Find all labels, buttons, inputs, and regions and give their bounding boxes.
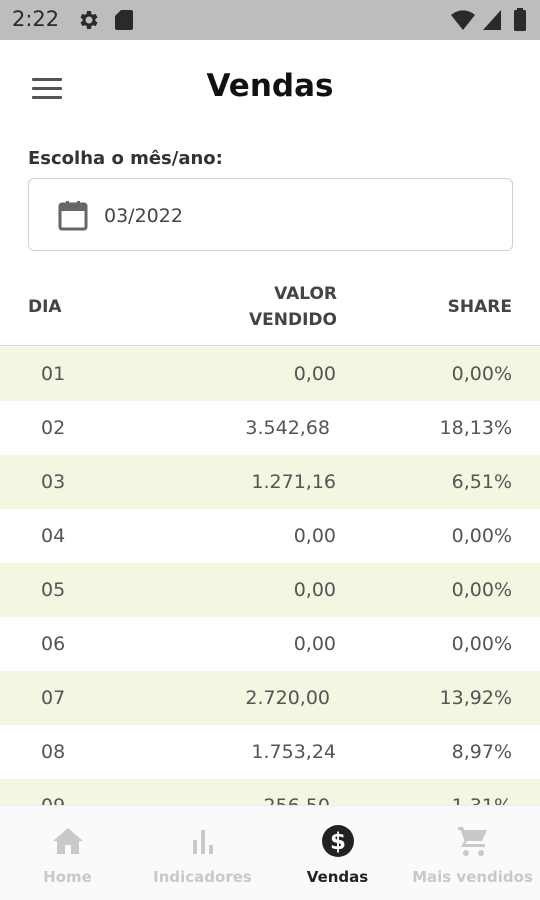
cell-share: 0,00%: [451, 633, 512, 655]
dollar-circle-icon: $: [321, 825, 354, 857]
hamburger-menu-icon[interactable]: [30, 76, 64, 102]
month-picker-label: Escolha o mês/ano:: [28, 148, 223, 169]
table-row: 09 256,50 1,31%: [0, 779, 540, 805]
cell-dia: 05: [41, 579, 66, 601]
cell-valor: 0,00: [293, 363, 336, 385]
month-year-value: 03/2022: [104, 205, 183, 227]
home-icon: [52, 828, 83, 854]
nav-vendas[interactable]: $ Vendas: [270, 806, 405, 900]
cell-dia: 09: [41, 795, 65, 805]
nav-label-indicadores: Indicadores: [153, 868, 252, 886]
nav-label-home: Home: [43, 868, 92, 886]
cell-dia: 04: [41, 525, 66, 547]
cell-share: 1,31%: [452, 795, 512, 805]
nav-mais-vendidos[interactable]: Mais vendidos: [405, 806, 540, 900]
sd-card-icon: [115, 10, 133, 30]
table-row: 02 3.542,68 18,13%: [0, 401, 540, 455]
wifi-icon: [451, 10, 475, 30]
table-row: 06 0,00 0,00%: [0, 617, 540, 671]
cell-valor: 2.720,00: [245, 687, 330, 709]
cell-valor: 256,50: [264, 795, 330, 805]
table-row: 05 0,00 0,00%: [0, 563, 540, 617]
cell-share: 8,97%: [451, 741, 512, 763]
cell-share: 13,92%: [439, 687, 512, 709]
cell-share: 0,00%: [451, 579, 512, 601]
cell-valor: 0,00: [293, 525, 336, 547]
cell-valor: 1.271,16: [251, 471, 336, 493]
bar-chart-icon: [192, 830, 213, 854]
table-header: DIA VALOR VENDIDO SHARE: [0, 270, 540, 346]
cell-valor: 0,00: [293, 579, 336, 601]
status-bar: 2:22: [0, 0, 540, 40]
column-header-dia: DIA: [28, 297, 62, 317]
cell-valor: 1.753,24: [251, 741, 336, 763]
cell-dia: 07: [41, 687, 66, 709]
bottom-navigation: Home Indicadores $ Vendas Mais vendidos: [0, 805, 540, 900]
cellular-signal-icon: [483, 10, 501, 30]
calendar-icon: [58, 201, 88, 231]
sales-table-body[interactable]: 01 0,00 0,00% 02 3.542,68 18,13% 03 1.27…: [0, 347, 540, 805]
battery-icon: [514, 8, 526, 31]
table-row: 08 1.753,24 8,97%: [0, 725, 540, 779]
shopping-cart-icon: [457, 827, 487, 856]
cell-share: 6,51%: [451, 471, 512, 493]
column-header-valor-line1: VALOR: [274, 284, 337, 304]
cell-share: 0,00%: [451, 363, 512, 385]
cell-share: 18,13%: [439, 417, 512, 439]
nav-label-mais-vendidos: Mais vendidos: [412, 868, 533, 886]
cell-dia: 06: [41, 633, 66, 655]
nav-label-vendas: Vendas: [306, 868, 369, 886]
table-row: 04 0,00 0,00%: [0, 509, 540, 563]
cell-dia: 08: [41, 741, 66, 763]
page-title: Vendas: [206, 68, 334, 104]
svg-text:$: $: [329, 829, 345, 855]
nav-indicadores[interactable]: Indicadores: [135, 806, 270, 900]
nav-home[interactable]: Home: [0, 806, 135, 900]
column-header-share: SHARE: [447, 297, 512, 317]
column-header-valor-line2: VENDIDO: [249, 310, 337, 330]
status-time: 2:22: [12, 7, 60, 31]
table-row: 01 0,00 0,00%: [0, 347, 540, 401]
table-row: 07 2.720,00 13,92%: [0, 671, 540, 725]
app-bar: Vendas: [0, 40, 540, 136]
cell-valor: 0,00: [293, 633, 336, 655]
cell-dia: 03: [41, 471, 66, 493]
cell-valor: 3.542,68: [245, 417, 330, 439]
cell-dia: 01: [41, 363, 66, 385]
table-row: 03 1.271,16 6,51%: [0, 455, 540, 509]
column-header-valor-vendido: VALOR VENDIDO: [249, 281, 337, 333]
cell-dia: 02: [41, 417, 66, 439]
gear-icon: [80, 11, 98, 29]
month-year-picker[interactable]: 03/2022: [28, 178, 513, 251]
cell-share: 0,00%: [451, 525, 512, 547]
